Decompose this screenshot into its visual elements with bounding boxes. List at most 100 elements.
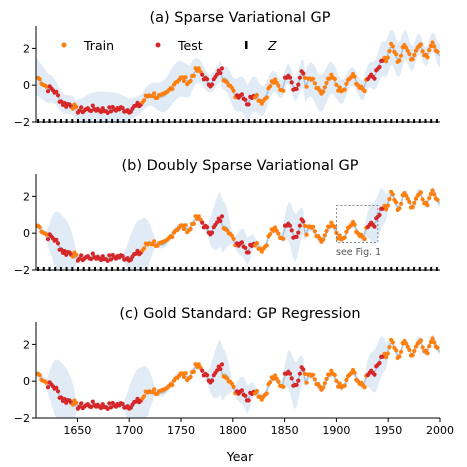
- test-point: [297, 371, 302, 376]
- inducing-point: [77, 267, 79, 271]
- train-point: [384, 207, 389, 212]
- y-tick-label: −2: [14, 412, 30, 425]
- train-point: [196, 66, 201, 71]
- test-point: [89, 404, 94, 410]
- test-point: [90, 399, 95, 404]
- inducing-point: [407, 119, 410, 123]
- test-point: [246, 250, 251, 255]
- train-point: [231, 236, 236, 241]
- inducing-point: [304, 119, 307, 123]
- train-point: [430, 336, 435, 341]
- inducing-point: [71, 267, 74, 271]
- train-point: [321, 385, 326, 390]
- train-point: [332, 76, 337, 82]
- test-point: [218, 218, 223, 224]
- inducing-point: [247, 119, 250, 123]
- x-axis-label: Year: [226, 449, 254, 464]
- inducing-point: [333, 267, 336, 271]
- inducing-point: [413, 267, 416, 271]
- test-point: [128, 405, 133, 410]
- inducing-point: [71, 119, 74, 123]
- train-point: [418, 338, 423, 343]
- inducing-point: [299, 267, 302, 271]
- inducing-point: [156, 267, 159, 271]
- train-point: [312, 229, 317, 234]
- inducing-point: [202, 267, 205, 271]
- train-point: [191, 369, 196, 374]
- inducing-point: [242, 119, 245, 123]
- test-point: [59, 99, 64, 104]
- train-point: [273, 225, 278, 230]
- test-point: [215, 220, 220, 225]
- train-point: [311, 372, 316, 377]
- train-point: [410, 57, 415, 62]
- inducing-point: [316, 119, 319, 123]
- train-point: [420, 197, 425, 202]
- inducing-point: [390, 267, 393, 271]
- test-point: [59, 395, 64, 400]
- train-point: [188, 78, 193, 84]
- test-point: [108, 109, 114, 114]
- test-point: [246, 102, 251, 107]
- inducing-point: [151, 119, 153, 123]
- inducing-point: [361, 119, 364, 123]
- inducing-point: [384, 119, 387, 123]
- panel-c-title: (c) Gold Standard: GP Regression: [119, 306, 360, 322]
- test-point: [108, 257, 114, 262]
- train-point: [276, 379, 281, 384]
- inducing-point: [162, 267, 165, 271]
- train-point: [181, 374, 186, 380]
- test-point: [90, 103, 95, 108]
- test-point: [62, 249, 67, 254]
- inducing-point: [185, 119, 188, 123]
- y-tick-label: 2: [23, 42, 30, 55]
- test-point: [55, 389, 61, 394]
- inducing-point: [401, 267, 404, 271]
- inducing-point: [77, 119, 79, 123]
- test-point: [135, 248, 140, 253]
- test-point: [377, 64, 382, 70]
- inducing-point: [373, 267, 376, 271]
- legend-z-marker: [245, 41, 248, 49]
- inducing-point: [179, 119, 182, 123]
- inducing-point: [373, 119, 376, 123]
- inducing-point: [185, 267, 188, 271]
- test-point: [296, 378, 301, 383]
- inducing-point: [253, 119, 256, 123]
- inducing-point: [327, 267, 330, 271]
- test-point: [210, 82, 215, 87]
- inducing-point: [293, 267, 296, 271]
- see-fig-annotation: see Fig. 1: [336, 247, 381, 258]
- train-point: [183, 75, 188, 80]
- train-point: [382, 351, 387, 356]
- inducing-point: [321, 267, 324, 271]
- train-point: [324, 228, 329, 234]
- inducing-point: [173, 267, 176, 271]
- test-point: [135, 100, 140, 105]
- x-tick-label: 1650: [63, 424, 91, 437]
- inducing-point: [270, 267, 273, 271]
- inducing-point: [435, 119, 438, 123]
- train-point: [405, 196, 410, 201]
- inducing-point: [65, 267, 68, 271]
- test-point: [120, 253, 125, 259]
- panel-b: (b) Doubly Sparse Variational GP −2 0 2 se…: [14, 158, 441, 277]
- inducing-point: [401, 119, 404, 123]
- test-point: [205, 77, 210, 82]
- test-point: [105, 110, 110, 115]
- train-point: [427, 344, 432, 349]
- inducing-point: [208, 119, 210, 123]
- inducing-point: [88, 119, 91, 123]
- inducing-point: [304, 267, 307, 271]
- test-point: [377, 212, 382, 218]
- inducing-point: [162, 119, 165, 123]
- train-point: [188, 226, 193, 232]
- train-point: [183, 371, 188, 376]
- train-point: [397, 354, 402, 359]
- test-point: [294, 382, 299, 387]
- test-point: [287, 75, 293, 80]
- test-point: [372, 372, 377, 377]
- test-point: [215, 368, 220, 373]
- inducing-point: [282, 119, 285, 123]
- inducing-point: [133, 119, 136, 123]
